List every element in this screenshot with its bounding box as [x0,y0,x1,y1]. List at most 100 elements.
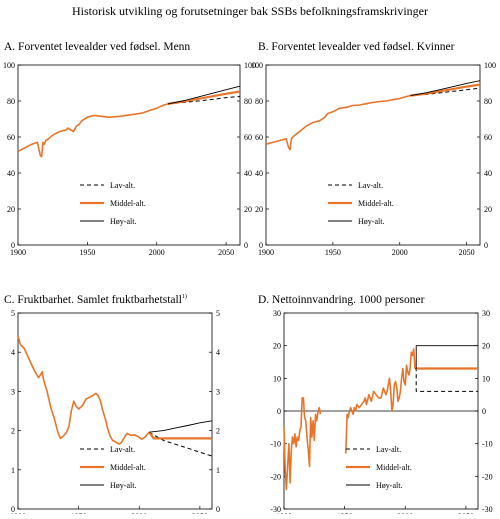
y-tick-label-left: 4 [11,348,15,357]
series-line-høy-alt [410,80,481,97]
x-tick-label: 2000 [149,248,165,257]
y-tick-label-right: 100 [484,61,496,70]
x-tick-label: 1950 [79,248,95,257]
y-tick-label-right: 3 [216,387,220,396]
y-tick-label-left: 10 [273,374,281,383]
y-tick-label-left: 100 [3,61,15,70]
y-tick-label-left: -20 [270,472,281,481]
panel-title: D. Nettoinnvandring. 1000 personer [258,294,425,306]
y-tick-label-right: 0 [482,407,486,416]
series-line-lav-alt [415,368,478,392]
y-tick-label-left: 40 [7,169,15,178]
x-tick-label: 1900 [258,248,274,257]
series-line-lav-alt [167,96,241,105]
y-tick-label-right: 80 [244,97,252,106]
y-tick-label-left: 60 [7,133,15,142]
y-tick-label-left: 2 [11,427,15,436]
historical-line [17,103,169,158]
y-tick-label-right: 2 [216,427,220,436]
series-line-høy-alt [415,345,478,369]
y-tick-label-left: 60 [255,133,263,142]
series-line-middel-alt [148,431,212,440]
y-tick-label-right: 20 [484,205,492,214]
y-tick-label-left: 100 [251,61,263,70]
series-line-lav-alt [148,431,213,457]
y-tick-label-left: 20 [7,205,15,214]
panel-b: B. Forventet levealder ved fødsel. Kvinn… [251,41,496,257]
y-tick-label-left: 30 [273,309,281,318]
y-tick-label-left: 20 [273,342,281,351]
panel-title: C. Fruktbarhet. Samlet fruktbarhetstall1… [4,293,187,306]
legend-label-high: Høy-alt. [376,481,402,490]
panel-title: B. Forventet levealder ved fødsel. Kvinn… [258,41,455,53]
y-tick-label-right: 40 [484,169,492,178]
x-tick-label: 2050 [218,248,234,257]
y-tick-label-right: 60 [244,133,252,142]
y-tick-label-left: 5 [11,309,15,318]
series-line-lav-alt [410,87,481,97]
historical-line [345,348,416,454]
y-tick-label-right: 30 [482,309,490,318]
plot-frame [17,64,241,246]
x-tick-label: 2000 [392,248,408,257]
y-tick-label-left: 0 [11,505,15,514]
y-tick-label-right: 40 [244,169,252,178]
y-tick-label-left: 80 [255,97,263,106]
y-tick-label-right: 5 [216,309,220,318]
historical-line [283,397,322,491]
y-tick-label-right: 0 [484,241,488,250]
panel-c: C. Fruktbarhet. Samlet fruktbarhetstall1… [4,293,220,519]
y-tick-label-left: 0 [277,407,281,416]
y-tick-label-left: 1 [11,466,15,475]
series-line-høy-alt [167,85,241,105]
y-tick-label-right: -30 [482,505,493,514]
legend-label-low: Lav-alt. [376,445,401,454]
y-tick-label-left: 80 [7,97,15,106]
series-line-middel-alt [167,90,241,105]
y-tick-label-right: 20 [244,205,252,214]
y-tick-label-right: 10 [482,374,490,383]
panel-a: A. Forventet levealder ved fødsel. Menn 0… [3,41,256,257]
legend-label-high: Høy-alt. [358,217,384,226]
panel-d: D. Nettoinnvandring. 1000 personer -30 -30… [258,294,493,519]
legend-label-mid: Middel-alt. [358,199,394,208]
y-tick-label-left: 40 [255,169,263,178]
y-tick-label-left: 0 [11,241,15,250]
y-tick-label-right: 20 [482,342,490,351]
y-tick-label-right: 0 [216,505,220,514]
series-line-middel-alt [410,83,481,97]
legend-label-low: Lav-alt. [358,181,383,190]
x-tick-label: 2050 [459,248,475,257]
y-tick-label-left: -30 [270,505,281,514]
y-tick-label-left: 20 [255,205,263,214]
title-footnote-marker: 1) [182,293,187,300]
panel-title: A. Forventet levealder ved fødsel. Menn [4,41,190,53]
legend-label-mid: Middel-alt. [110,463,146,472]
y-tick-label-right: -10 [482,440,493,449]
y-tick-label-right: 0 [244,241,248,250]
figure-title: Historisk utvikling og forutsetninger ba… [72,4,428,18]
x-tick-label: 1900 [10,248,26,257]
y-tick-label-right: 1 [216,466,220,475]
historical-line [17,336,150,445]
legend-label-high: Høy-alt. [110,217,136,226]
series-line-høy-alt [148,420,213,433]
legend-label-low: Lav-alt. [110,181,135,190]
y-tick-label-right: -20 [482,472,493,481]
legend-label-mid: Middel-alt. [110,199,146,208]
x-tick-label: 1950 [325,248,341,257]
y-tick-label-right: 100 [244,61,256,70]
plot-frame [265,64,481,246]
plot-frame [17,312,213,510]
y-tick-label-left: 0 [259,241,263,250]
y-tick-label-left: -10 [270,440,281,449]
y-tick-label-right: 4 [216,348,220,357]
y-tick-label-right: 60 [484,133,492,142]
y-tick-label-right: 80 [484,97,492,106]
legend-label-low: Lav-alt. [110,445,135,454]
legend-label-high: Høy-alt. [110,481,136,490]
y-tick-label-left: 3 [11,387,15,396]
historical-line [265,94,411,151]
legend-label-mid: Middel-alt. [376,463,412,472]
